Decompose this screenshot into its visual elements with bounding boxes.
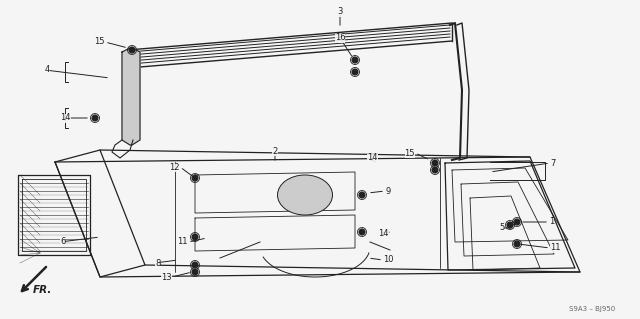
Text: 11: 11	[550, 243, 561, 253]
Text: 11: 11	[177, 238, 188, 247]
Text: 4: 4	[45, 65, 51, 75]
Circle shape	[352, 69, 358, 75]
Circle shape	[359, 229, 365, 235]
Text: 15: 15	[95, 38, 105, 47]
Text: 10: 10	[383, 256, 394, 264]
Text: 1: 1	[549, 218, 554, 226]
Text: FR.: FR.	[32, 285, 52, 295]
Text: 14: 14	[367, 153, 378, 162]
Circle shape	[192, 269, 198, 275]
Text: 13: 13	[161, 272, 172, 281]
Text: 2: 2	[273, 146, 278, 155]
Circle shape	[432, 160, 438, 166]
Text: S9A3 – BJ950: S9A3 – BJ950	[569, 306, 615, 312]
Ellipse shape	[278, 175, 333, 215]
Text: 12: 12	[170, 162, 180, 172]
Circle shape	[514, 241, 520, 247]
Text: 6: 6	[60, 238, 65, 247]
Circle shape	[359, 192, 365, 198]
Text: 9: 9	[385, 187, 390, 196]
Circle shape	[192, 262, 198, 268]
Text: 8: 8	[155, 258, 161, 268]
Circle shape	[92, 115, 98, 121]
Circle shape	[192, 175, 198, 181]
Circle shape	[514, 219, 520, 225]
Text: 3: 3	[337, 8, 342, 17]
Polygon shape	[122, 48, 140, 145]
Circle shape	[432, 167, 438, 173]
Circle shape	[352, 57, 358, 63]
Text: 5: 5	[499, 224, 504, 233]
Text: 14: 14	[378, 228, 388, 238]
Text: 16: 16	[335, 33, 346, 42]
Text: 15: 15	[404, 149, 415, 158]
Circle shape	[129, 47, 135, 53]
Circle shape	[192, 234, 198, 240]
Text: 14: 14	[60, 114, 70, 122]
Text: 7: 7	[550, 159, 556, 167]
Circle shape	[507, 222, 513, 228]
